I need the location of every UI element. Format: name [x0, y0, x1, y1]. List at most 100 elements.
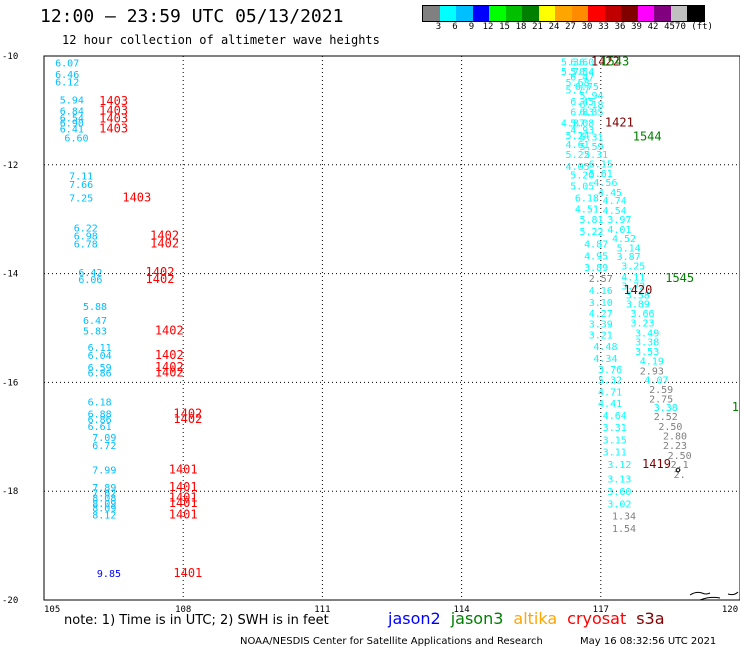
- legend-item-cryosat: cryosat: [567, 609, 627, 628]
- chart-title: 12:00 – 23:59 UTC 05/13/2021: [40, 6, 344, 27]
- wave-height-label: 8.08: [92, 494, 116, 505]
- pass-time-label: 1419: [642, 457, 671, 471]
- chart-subtitle: 12 hour collection of altimeter wave hei…: [62, 33, 380, 47]
- wave-height-label: 4.27: [589, 309, 613, 320]
- wave-height-label: 4.16: [589, 286, 613, 297]
- wave-height-label: 6.98: [74, 232, 98, 243]
- wave-height-label: 5.31: [579, 133, 603, 144]
- color-scale-label: 3: [435, 22, 442, 32]
- wave-height-label: 2.59: [649, 385, 673, 396]
- wave-height-label: 5.68: [566, 78, 590, 89]
- wave-height-label: 6.54: [60, 113, 84, 124]
- wave-height-label: 6.04: [88, 351, 112, 362]
- pass-time-label: 1403: [122, 190, 151, 204]
- wave-height-label: 2.50: [668, 451, 692, 462]
- generated-timestamp: May 16 08:32:56 UTC 2021: [580, 636, 717, 647]
- wave-height-label: 3.21: [589, 331, 613, 342]
- wave-height-label: 3.39: [589, 320, 613, 331]
- wave-height-label: 2.: [674, 470, 686, 481]
- wave-height-label: 5.22: [579, 227, 603, 238]
- wave-height-label: 8.09: [92, 504, 116, 515]
- pass-time-label: 1401: [173, 566, 202, 580]
- color-scale-label: 18: [515, 22, 527, 32]
- wave-height-label: 5.08: [570, 118, 594, 129]
- wave-height-label: 5.59: [579, 142, 603, 153]
- wave-height-label: 5.05: [570, 181, 594, 192]
- wave-height-label: 2.1: [671, 460, 689, 471]
- color-swatch: [654, 6, 671, 21]
- wave-height-label: 6.12: [55, 78, 79, 89]
- wave-height-label: 3.76: [598, 365, 622, 376]
- pass-time-label: 1401: [169, 508, 198, 522]
- wave-height-label: 6.06: [78, 275, 102, 286]
- color-swatch: [571, 6, 588, 21]
- wave-height-label: 5.88: [83, 302, 107, 313]
- color-swatch: [472, 6, 489, 21]
- wave-height-label: 7.09: [92, 433, 116, 444]
- wave-height-label: 6.35: [579, 107, 603, 118]
- wave-height-label: 1.34: [612, 512, 636, 523]
- wave-height-label: 1.54: [612, 524, 636, 535]
- wave-height-label: 4.87: [584, 240, 608, 251]
- wave-height-label: 6.41: [60, 124, 84, 135]
- wave-height-label: 5.54: [570, 67, 594, 78]
- wave-height-label: 7.62: [92, 488, 116, 499]
- wave-height-label: 4.54: [603, 206, 627, 217]
- pass-time-label: 1543: [600, 54, 629, 68]
- wave-height-label: 3.60: [607, 487, 631, 498]
- wave-height-label: 9.85: [97, 569, 121, 580]
- wave-height-label: 3.58: [626, 290, 650, 301]
- color-swatch: [588, 6, 605, 21]
- wave-height-label: 4.61: [566, 140, 590, 151]
- pass-time-label: 1401: [169, 491, 198, 505]
- plot-frame: [43, 55, 740, 601]
- legend-item-jason2: jason2: [388, 609, 441, 628]
- wave-height-label: 5.77: [566, 86, 590, 97]
- coastline-edge: [689, 591, 739, 601]
- wave-height-label: 6.22: [74, 223, 98, 234]
- wave-height-label: 6.46: [55, 70, 79, 81]
- wave-height-label: 6.88: [88, 409, 112, 420]
- wave-height-label: 4.56: [593, 178, 617, 189]
- wave-height-label: 2.23: [663, 441, 687, 452]
- legend-item-altika: altika: [513, 609, 558, 628]
- wave-height-label: 6.42: [78, 268, 102, 279]
- wave-height-label: 2.52: [654, 412, 678, 423]
- pass-time-label: 1: [732, 400, 739, 414]
- wave-height-label: 6.83: [570, 107, 594, 118]
- wave-height-label: 4.19: [640, 357, 664, 368]
- color-swatch: [538, 6, 555, 21]
- wave-height-label: 6.90: [60, 118, 84, 129]
- coastline-fragment: [675, 467, 739, 601]
- wave-height-label: 5.36: [561, 57, 585, 68]
- color-swatch: [439, 6, 456, 21]
- wave-height-label: 2.75: [649, 395, 673, 406]
- wave-height-label: 7.99: [92, 465, 116, 476]
- wave-height-label: 3.66: [631, 309, 655, 320]
- wave-height-label: 7.66: [69, 180, 93, 191]
- wave-height-label: 2.80: [663, 432, 687, 443]
- wave-height-label: 4.87: [561, 118, 585, 129]
- pass-time-label: 1402: [155, 324, 184, 338]
- pass-time-label: 1403: [99, 112, 128, 126]
- color-swatch: [670, 6, 687, 21]
- color-swatch: [489, 6, 506, 21]
- y-tick-label: -18: [2, 487, 18, 497]
- color-swatch: [505, 6, 522, 21]
- wave-height-label: 6.18: [88, 397, 112, 408]
- pass-time-label: 1402: [173, 406, 202, 420]
- color-swatch: [604, 6, 621, 21]
- color-swatch: [555, 6, 572, 21]
- wave-height-label: 4.45: [598, 188, 622, 199]
- wave-height-label: 6.15: [589, 160, 613, 171]
- wave-height-label: 3.10: [589, 298, 613, 309]
- color-scale-label: 27: [565, 22, 576, 32]
- x-tick-label: 114: [453, 605, 469, 615]
- wave-height-label: 3.49: [635, 328, 659, 339]
- wave-height-label: 6.60: [570, 57, 594, 68]
- credit-line: NOAA/NESDIS Center for Satellite Applica…: [240, 636, 543, 647]
- wave-height-label: 2.93: [640, 366, 664, 377]
- x-tick-label: 105: [44, 605, 60, 615]
- wave-height-label: 6.75: [575, 82, 599, 93]
